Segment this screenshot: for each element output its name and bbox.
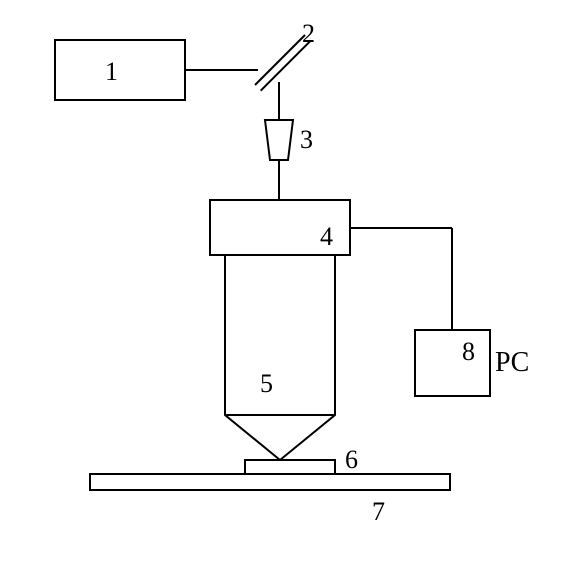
label-7: 7 <box>372 497 385 526</box>
label-pc: PC <box>495 347 529 378</box>
mirror-line-front <box>255 35 305 85</box>
label-8: 8 <box>462 337 475 366</box>
sample-6 <box>245 460 335 474</box>
label-1: 1 <box>105 57 118 86</box>
label-5: 5 <box>260 369 273 398</box>
mirror-line-back <box>261 41 311 91</box>
body-5 <box>225 255 335 460</box>
label-4: 4 <box>320 222 333 251</box>
box-8 <box>415 330 490 396</box>
label-3: 3 <box>300 125 313 154</box>
label-6: 6 <box>345 445 358 474</box>
lens-3 <box>265 120 293 160</box>
label-2: 2 <box>302 19 315 48</box>
box-1 <box>55 40 185 100</box>
stage-7 <box>90 474 450 490</box>
